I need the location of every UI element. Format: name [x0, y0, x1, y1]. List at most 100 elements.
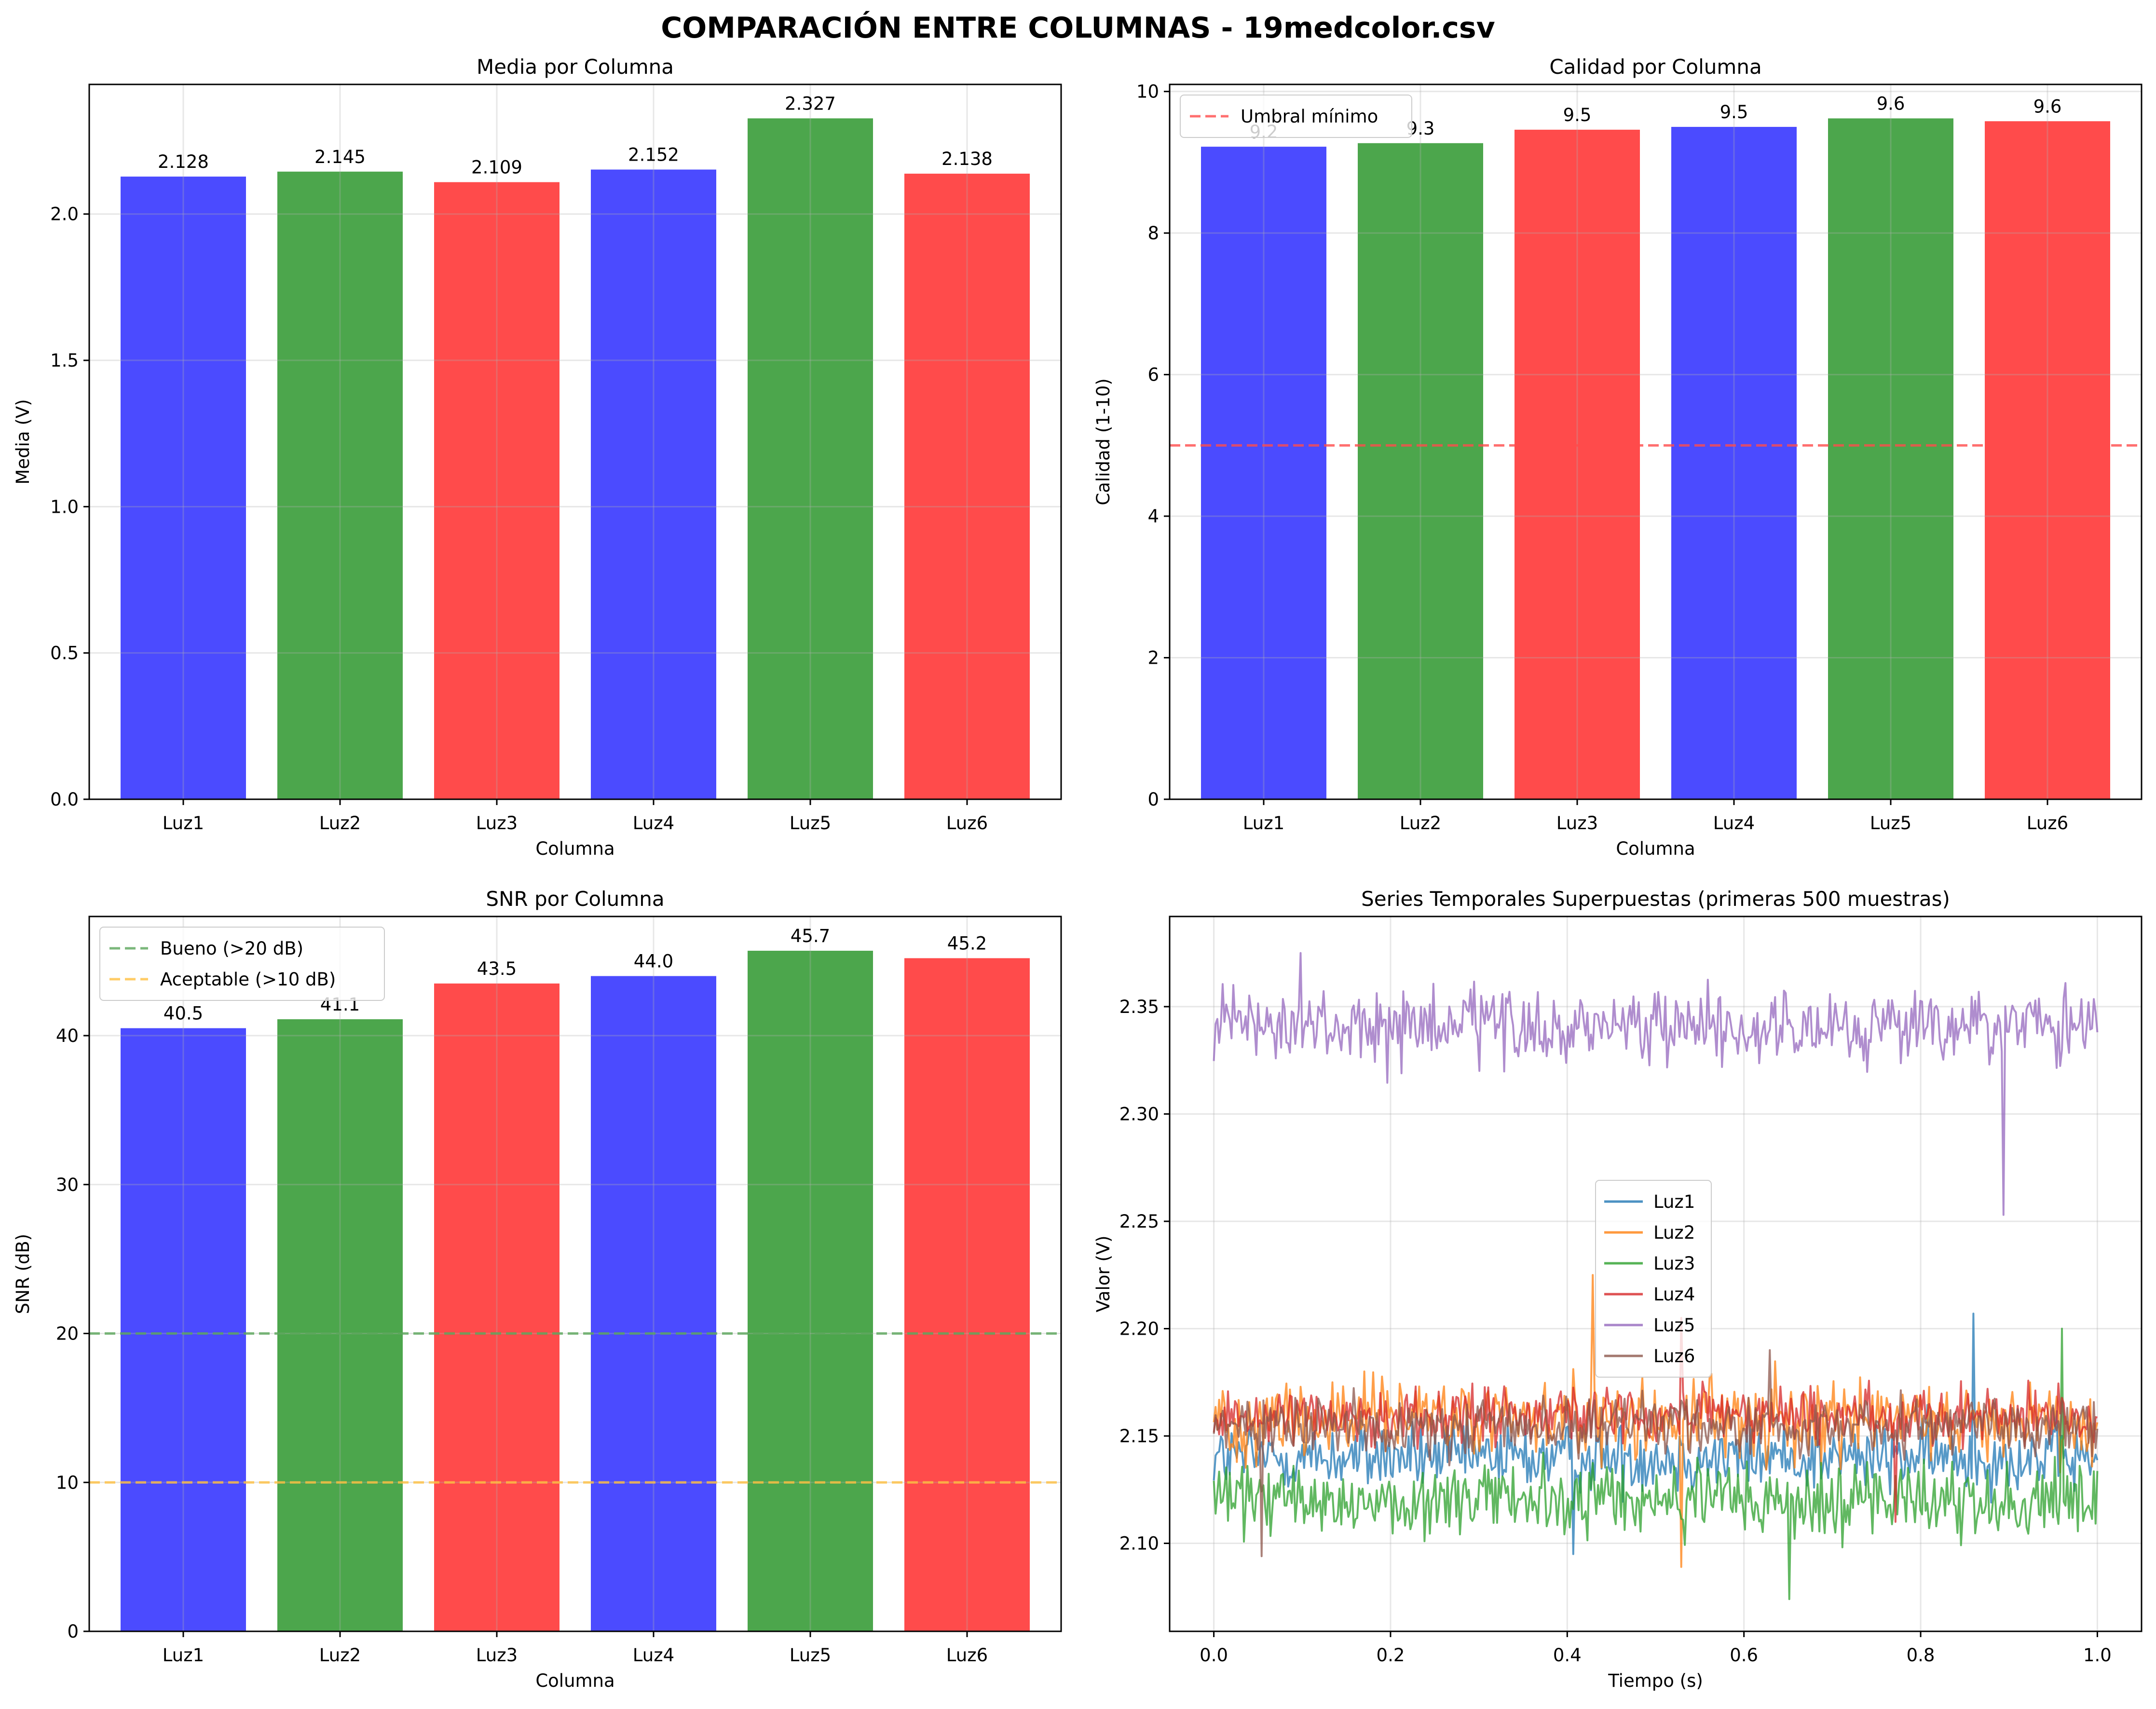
x-tick-label: Luz4 [633, 1645, 674, 1666]
y-tick-label: 0 [1147, 789, 1159, 810]
x-tick-label: Luz6 [946, 813, 988, 834]
y-tick-label: 0.0 [50, 789, 79, 810]
bar-luz5 [748, 951, 873, 1631]
legend-label: Aceptable (>10 dB) [160, 969, 336, 990]
bar-luz6 [904, 958, 1030, 1631]
y-tick-label: 30 [56, 1175, 79, 1195]
plot-frame [88, 83, 1062, 800]
value-label: 9.5 [1720, 102, 1748, 123]
legend-label: Luz3 [1653, 1253, 1695, 1274]
bar-luz4 [591, 976, 716, 1631]
y-tick-label: 1.0 [50, 496, 79, 517]
calidad-chart: 9.29.39.59.59.69.60246810Luz1Luz2Luz3Luz… [1093, 55, 2142, 859]
x-tick-label: 0.4 [1553, 1645, 1582, 1666]
x-tick-label: Luz5 [1870, 813, 1911, 834]
y-tick-label: 20 [56, 1324, 79, 1344]
plot-frame [1169, 83, 2142, 800]
x-tick-label: Luz3 [1556, 813, 1598, 834]
legend-box [1180, 95, 1412, 138]
legend-box [1595, 1180, 1712, 1378]
bar-luz5 [748, 118, 873, 799]
series-line-luz6 [1213, 1349, 2099, 1558]
x-tick-label: 0.2 [1377, 1645, 1405, 1666]
legend-label: Luz1 [1653, 1191, 1695, 1212]
x-tick-label: Luz1 [163, 813, 204, 834]
y-tick-label: 40 [56, 1025, 79, 1046]
legend-label: Bueno (>20 dB) [160, 938, 303, 959]
value-label: 45.2 [947, 933, 987, 954]
y-tick-label: 2.0 [50, 204, 79, 225]
x-tick-label: 0.0 [1200, 1645, 1228, 1666]
x-axis-label: Columna [535, 838, 614, 859]
value-label: 2.145 [314, 147, 366, 167]
bar-luz1 [1201, 147, 1326, 799]
value-label: 2.152 [628, 145, 679, 165]
x-tick-label: Luz1 [163, 1645, 204, 1666]
legend-label: Luz6 [1653, 1346, 1695, 1367]
legend-label: Umbral mínimo [1241, 106, 1378, 127]
bar-luz6 [904, 174, 1030, 800]
x-tick-label: Luz6 [2027, 813, 2068, 834]
x-tick-label: Luz1 [1243, 813, 1284, 834]
bar-luz2 [277, 1019, 403, 1631]
series-chart: 2.10 2.15 2.20 2.25 2.30 2.35 0.0 0.2 0.4 0.6 0.8 1… [1093, 887, 2142, 1691]
y-tick-label: 2.20 [1119, 1318, 1159, 1339]
bar-luz3 [434, 983, 559, 1631]
y-tick-label: 4 [1147, 506, 1159, 527]
x-tick-label: 0.6 [1730, 1645, 1758, 1666]
panel-title: Media por Columna [477, 55, 674, 79]
bar-luz3 [1515, 129, 1640, 799]
x-tick-label: Luz6 [946, 1645, 988, 1666]
bar-luz4 [1671, 127, 1797, 800]
y-tick-label: 2.35 [1119, 997, 1159, 1017]
x-axis-label: Tiempo (s) [1608, 1670, 1703, 1691]
x-tick-label: Luz2 [1400, 813, 1441, 834]
bar-luz2 [1358, 143, 1483, 800]
y-tick-label: 1.5 [50, 350, 79, 371]
value-label: 9.6 [2033, 96, 2062, 117]
legend-label: Luz2 [1653, 1222, 1695, 1243]
value-label: 43.5 [477, 958, 517, 979]
panel-title: Calidad por Columna [1549, 55, 1761, 79]
bar-luz2 [277, 171, 403, 799]
x-tick-label: Luz5 [790, 1645, 831, 1666]
y-tick-label: 2.10 [1119, 1533, 1159, 1554]
series-line-luz5 [1213, 952, 2099, 1216]
bar-luz1 [121, 1028, 246, 1631]
bar-luz4 [591, 169, 716, 799]
x-axis-label: Columna [1616, 838, 1695, 859]
y-tick-label: 2 [1147, 648, 1159, 669]
y-tick-label: 6 [1147, 365, 1159, 385]
bar-luz1 [121, 177, 246, 799]
legend-label: Luz4 [1653, 1284, 1695, 1305]
value-label: 2.128 [158, 151, 209, 172]
y-axis-label: Calidad (1-10) [1093, 378, 1114, 505]
bar-luz3 [434, 182, 559, 800]
x-tick-label: 1.0 [2083, 1645, 2112, 1666]
x-tick-label: Luz3 [476, 1645, 518, 1666]
y-tick-label: 0.5 [50, 643, 79, 664]
x-tick-label: Luz3 [476, 813, 518, 834]
y-tick-label: 10 [56, 1472, 79, 1493]
y-tick-label: 10 [1136, 82, 1159, 102]
x-tick-label: 0.8 [1907, 1645, 1935, 1666]
value-label: 44.0 [634, 951, 673, 972]
value-label: 2.138 [942, 149, 993, 169]
figure-title: COMPARACIÓN ENTRE COLUMNAS - 19medcolor.… [661, 11, 1495, 45]
x-tick-label: Luz4 [1713, 813, 1755, 834]
legend-box [99, 927, 385, 1001]
value-label: 2.109 [471, 157, 522, 178]
value-label: 45.7 [791, 926, 830, 946]
x-tick-label: Luz2 [319, 813, 361, 834]
x-tick-label: Luz2 [319, 1645, 361, 1666]
bar-luz5 [1828, 118, 1953, 800]
value-label: 9.5 [1563, 105, 1592, 125]
x-axis-label: Columna [535, 1670, 614, 1691]
bar-luz6 [1985, 121, 2110, 799]
y-axis-label: SNR (dB) [13, 1234, 33, 1314]
y-tick-label: 0 [67, 1621, 79, 1642]
y-tick-label: 2.15 [1119, 1426, 1159, 1447]
y-tick-label: 2.25 [1119, 1211, 1159, 1232]
